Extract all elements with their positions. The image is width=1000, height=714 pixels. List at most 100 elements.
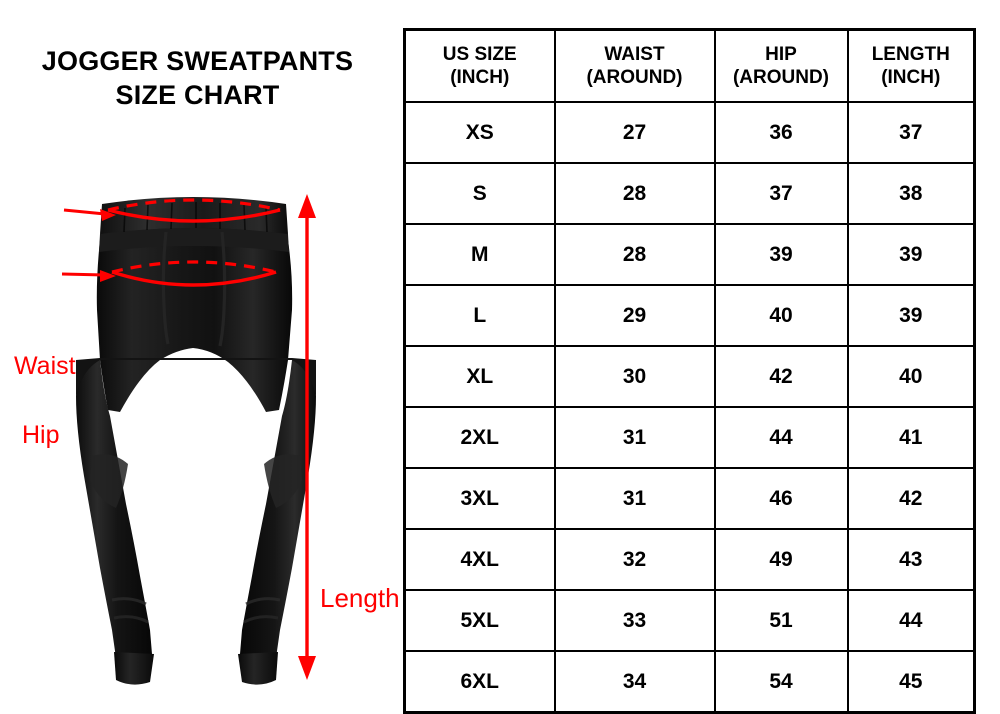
cell-size: S: [403, 162, 556, 225]
right-knee-shade: [264, 454, 302, 508]
pants-left-leg: [76, 360, 152, 658]
cell-length: 39: [846, 223, 976, 286]
cell-hip: 51: [713, 589, 849, 652]
cell-waist: 28: [553, 223, 716, 286]
table-row: XL 30 42 40: [403, 345, 976, 408]
cell-size: XL: [403, 345, 556, 408]
cell-waist: 30: [553, 345, 716, 408]
pants-right-leg: [240, 360, 316, 658]
table-row: S 28 37 38: [403, 162, 976, 225]
right-ankle-cuff: [238, 652, 278, 685]
cell-length: 41: [846, 406, 976, 469]
right-fold-1: [245, 597, 281, 606]
cell-length: 39: [846, 284, 976, 347]
column-header-length-line-2: (INCH): [881, 67, 941, 88]
cell-hip: 44: [713, 406, 849, 469]
cell-size: XS: [403, 101, 556, 164]
cell-hip: 40: [713, 284, 849, 347]
cell-size: 6XL: [403, 650, 556, 714]
cell-size: 5XL: [403, 589, 556, 652]
column-header-us-size-line-2: (INCH): [450, 67, 510, 88]
waist-arrow-head: [100, 209, 116, 221]
column-header-waist-line-2: (AROUND): [586, 67, 683, 88]
cell-waist: 33: [553, 589, 716, 652]
hip-arrow-head: [100, 270, 116, 282]
column-header-waist: WAIST (AROUND): [553, 28, 716, 103]
cell-length: 43: [846, 528, 976, 591]
waist-leader-line: [63, 208, 106, 216]
illustration-panel: JOGGER SWEATPANTS SIZE CHART: [0, 0, 400, 705]
page-title-line-2: SIZE CHART: [115, 80, 280, 110]
page-title-line-1: JOGGER SWEATPANTS: [41, 46, 354, 76]
length-label: Length: [320, 583, 400, 613]
cell-waist: 29: [553, 284, 716, 347]
cell-hip: 39: [713, 223, 849, 286]
left-knee-shade: [90, 454, 128, 508]
table-row: 5XL 33 51 44: [403, 589, 976, 652]
cell-hip: 49: [713, 528, 849, 591]
left-fold-2: [113, 615, 149, 624]
hip-ellipse-dashed: [111, 260, 277, 274]
table-row: M 28 39 39: [403, 223, 976, 286]
page-title: JOGGER SWEATPANTS SIZE CHART: [0, 44, 395, 112]
cell-waist: 32: [553, 528, 716, 591]
cell-length: 38: [846, 162, 976, 225]
column-header-hip-line-1: HIP: [765, 44, 797, 65]
table-row: XS 27 36 37: [403, 101, 976, 164]
hip-ellipse-solid: [111, 270, 277, 287]
column-header-hip: HIP (AROUND): [713, 28, 849, 103]
waist-ellipse-solid: [107, 208, 281, 223]
table-header: US SIZE (INCH) WAIST (AROUND) HIP (AROUN…: [403, 28, 976, 103]
right-fold-2: [243, 615, 279, 624]
cell-waist: 31: [553, 406, 716, 469]
column-header-hip-line-2: (AROUND): [732, 67, 830, 88]
cell-length: 40: [846, 345, 976, 408]
column-header-length-line-1: LENGTH: [871, 44, 950, 65]
length-arrow-head-bottom: [298, 656, 316, 680]
drawstring-right: [218, 231, 227, 347]
cell-length: 44: [846, 589, 976, 652]
sweatpants-illustration: [61, 194, 316, 685]
column-header-length: LENGTH (INCH): [846, 28, 976, 103]
cell-size: 2XL: [403, 406, 556, 469]
cell-length: 45: [846, 650, 976, 714]
cell-waist: 28: [553, 162, 716, 225]
left-fold-1: [111, 597, 147, 606]
cell-waist: 27: [553, 101, 716, 164]
pants-body: [96, 208, 293, 412]
length-arrow-head-top: [298, 194, 316, 218]
hip-label: Hip: [22, 421, 60, 449]
size-chart-table: US SIZE (INCH) WAIST (AROUND) HIP (AROUN…: [403, 28, 976, 714]
cell-hip: 37: [713, 162, 849, 225]
drawstring-left: [161, 231, 170, 345]
sweatpants-diagram: Waist Hip Length: [0, 160, 400, 695]
cell-waist: 31: [553, 467, 716, 530]
table-header-row: US SIZE (INCH) WAIST (AROUND) HIP (AROUN…: [403, 28, 976, 103]
cell-size: 4XL: [403, 528, 556, 591]
column-header-us-size-line-1: US SIZE: [442, 44, 517, 65]
cell-hip: 54: [713, 650, 849, 714]
table-row: 6XL 34 54 45: [403, 650, 976, 714]
table-row: 4XL 32 49 43: [403, 528, 976, 591]
cell-size: L: [403, 284, 556, 347]
cell-hip: 46: [713, 467, 849, 530]
cell-size: 3XL: [403, 467, 556, 530]
cell-waist: 34: [553, 650, 716, 714]
table-body: XS 27 36 37 S 28 37 38 M 28 39 39 L 29 4…: [403, 101, 976, 714]
table-row: 2XL 31 44 41: [403, 406, 976, 469]
cell-length: 42: [846, 467, 976, 530]
table-row: 3XL 31 46 42: [403, 467, 976, 530]
size-chart-table-container: US SIZE (INCH) WAIST (AROUND) HIP (AROUN…: [403, 28, 976, 714]
waist-ellipse-dashed: [107, 198, 281, 212]
left-ankle-cuff: [114, 652, 154, 685]
column-header-us-size: US SIZE (INCH): [403, 28, 556, 103]
hip-leader-line: [61, 272, 106, 277]
column-header-waist-line-1: WAIST: [604, 44, 665, 65]
cell-hip: 42: [713, 345, 849, 408]
cell-hip: 36: [713, 101, 849, 164]
table-row: L 29 40 39: [403, 284, 976, 347]
cell-size: M: [403, 223, 556, 286]
waist-label: Waist: [14, 352, 76, 380]
waistband-elastic: [99, 228, 289, 252]
cell-length: 37: [846, 101, 976, 164]
